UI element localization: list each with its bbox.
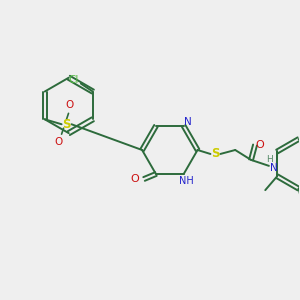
- Text: S: S: [211, 148, 220, 160]
- Text: H: H: [266, 155, 273, 164]
- Text: O: O: [55, 137, 63, 147]
- Text: Cl: Cl: [69, 75, 79, 85]
- Text: O: O: [65, 100, 74, 110]
- Text: O: O: [131, 174, 140, 184]
- Text: O: O: [256, 140, 264, 150]
- Text: N: N: [270, 163, 278, 173]
- Text: N: N: [184, 117, 191, 127]
- Text: S: S: [62, 118, 71, 131]
- Text: NH: NH: [179, 176, 194, 186]
